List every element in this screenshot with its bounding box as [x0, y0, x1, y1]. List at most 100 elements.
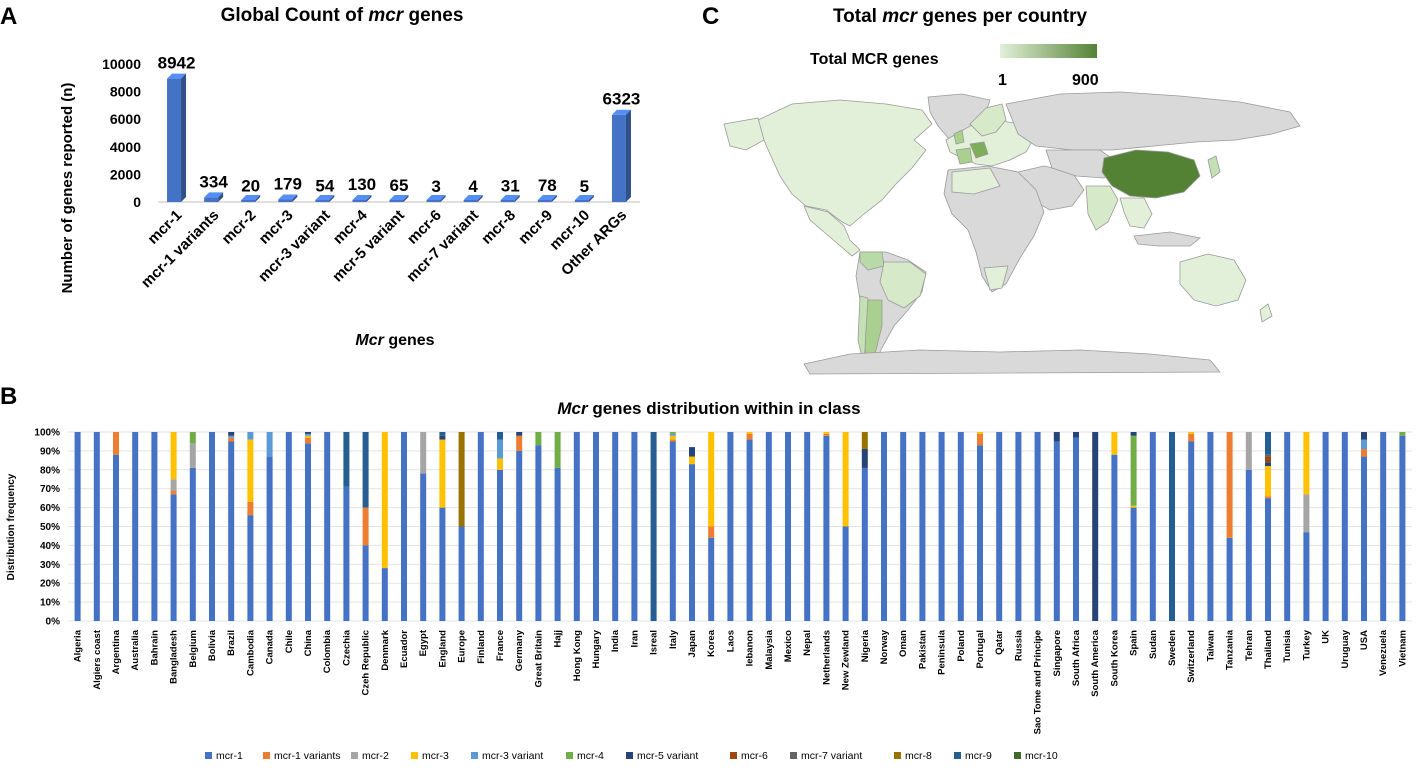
- b-category-label: Czeh Republic: [361, 630, 372, 695]
- b-ytick: 10%: [40, 598, 60, 609]
- distribution-chart: B Mcr genes distribution within in class…: [0, 383, 1412, 762]
- b-legend-swatch: [954, 752, 961, 759]
- b-segment: [746, 433, 753, 440]
- b-segment: [113, 432, 119, 455]
- b-category-label: UK: [1321, 630, 1332, 644]
- b-segment: [497, 458, 503, 470]
- a-bar: [611, 114, 626, 202]
- b-category-label: China: [303, 629, 314, 656]
- a-value-label: 65: [390, 176, 409, 195]
- b-segment: [247, 515, 254, 621]
- map-germany: [969, 141, 989, 159]
- map-antarctica: [803, 349, 1221, 375]
- b-segment: [1149, 432, 1156, 621]
- a-bar-top: [278, 194, 298, 200]
- b-category-label: Italy: [668, 629, 679, 649]
- global-count-chart: A Global Count of mcr genes Number of ge…: [0, 3, 640, 349]
- b-ytick: 20%: [40, 579, 60, 590]
- b-legend-swatch: [894, 752, 901, 759]
- a-ytick: 4000: [110, 139, 141, 155]
- map-legend-min: 1: [998, 72, 1007, 89]
- b-segment: [612, 432, 619, 621]
- b-segment: [708, 432, 715, 527]
- b-segment: [1169, 432, 1175, 621]
- b-category-label: Singapore: [1052, 630, 1063, 676]
- b-segment: [823, 432, 830, 434]
- b-category-label: Norway: [879, 629, 890, 664]
- b-segment: [1265, 498, 1271, 621]
- a-value-label: 54: [315, 176, 334, 195]
- b-segment: [746, 439, 753, 621]
- map-north-africa: [951, 167, 1001, 195]
- b-segment: [228, 432, 235, 436]
- b-category-label: Thailand: [1263, 630, 1274, 669]
- b-segment: [1341, 432, 1348, 621]
- b-segment: [842, 526, 849, 621]
- map-color-scale: [1000, 44, 1097, 58]
- b-legend-label: mcr-6: [741, 750, 768, 762]
- b-segment: [381, 568, 388, 621]
- b-segment: [324, 432, 331, 621]
- map-north-america: [757, 99, 933, 227]
- map-russia: [1005, 91, 1301, 151]
- b-segment: [1303, 432, 1310, 495]
- b-segment: [439, 439, 446, 508]
- b-segment: [1207, 432, 1214, 621]
- chart-a-xlabel: Mcr genes: [355, 332, 434, 349]
- world-map: [723, 91, 1301, 375]
- b-segment: [765, 432, 772, 621]
- a-bar-top: [352, 195, 372, 200]
- b-segment: [170, 432, 177, 480]
- b-segment: [977, 432, 983, 434]
- b-segment: [1111, 432, 1118, 455]
- b-segment: [189, 467, 196, 621]
- b-segment: [1130, 507, 1137, 621]
- a-bar: [574, 200, 589, 202]
- a-value-label: 78: [538, 176, 557, 195]
- b-segment: [1245, 432, 1252, 470]
- a-bar-top: [167, 73, 187, 79]
- b-segment: [247, 501, 254, 516]
- b-segment: [1361, 439, 1367, 450]
- b-legend-swatch: [730, 752, 737, 759]
- a-value-label: 31: [501, 177, 520, 196]
- b-legend-swatch: [411, 752, 418, 759]
- b-segment: [1015, 432, 1022, 621]
- b-category-label: Denmark: [380, 629, 391, 670]
- b-segment: [554, 432, 561, 468]
- b-legend-swatch: [351, 752, 358, 759]
- b-segment: [1303, 532, 1310, 621]
- a-bar-top: [241, 195, 261, 200]
- a-bar: [241, 200, 256, 202]
- b-segment: [977, 433, 983, 446]
- map-scandinavia: [969, 103, 1007, 137]
- b-category-label: Sweden: [1167, 630, 1178, 666]
- b-segment: [305, 433, 311, 436]
- b-category-label: Canada: [265, 629, 276, 664]
- b-segment: [151, 432, 158, 621]
- b-segment: [689, 447, 695, 457]
- b-segment: [593, 432, 599, 621]
- b-category-label: Nepal: [802, 630, 813, 656]
- b-category-label: South Africa: [1071, 629, 1082, 686]
- b-segment: [516, 450, 523, 621]
- b-segment: [689, 464, 695, 621]
- b-segment: [1380, 432, 1387, 621]
- b-segment: [189, 432, 196, 444]
- a-bar-top: [389, 195, 409, 200]
- b-category-label: Peninsula: [937, 629, 948, 675]
- a-bar-side: [292, 194, 298, 202]
- world-map-chart: C Total mcr genes per country Total MCR …: [702, 3, 1301, 375]
- map-indonesia: [1133, 231, 1201, 247]
- b-segment: [1245, 469, 1252, 621]
- b-category-label: Brazil: [226, 630, 237, 656]
- b-segment: [305, 432, 311, 434]
- b-segment: [1226, 537, 1233, 621]
- b-legend-swatch: [205, 752, 212, 759]
- b-segment: [535, 432, 542, 446]
- b-category-label: Bahrain: [149, 630, 160, 666]
- b-segment: [305, 437, 311, 444]
- a-bar-side: [588, 195, 594, 202]
- b-segment: [497, 432, 503, 440]
- a-value-label: 334: [199, 172, 228, 191]
